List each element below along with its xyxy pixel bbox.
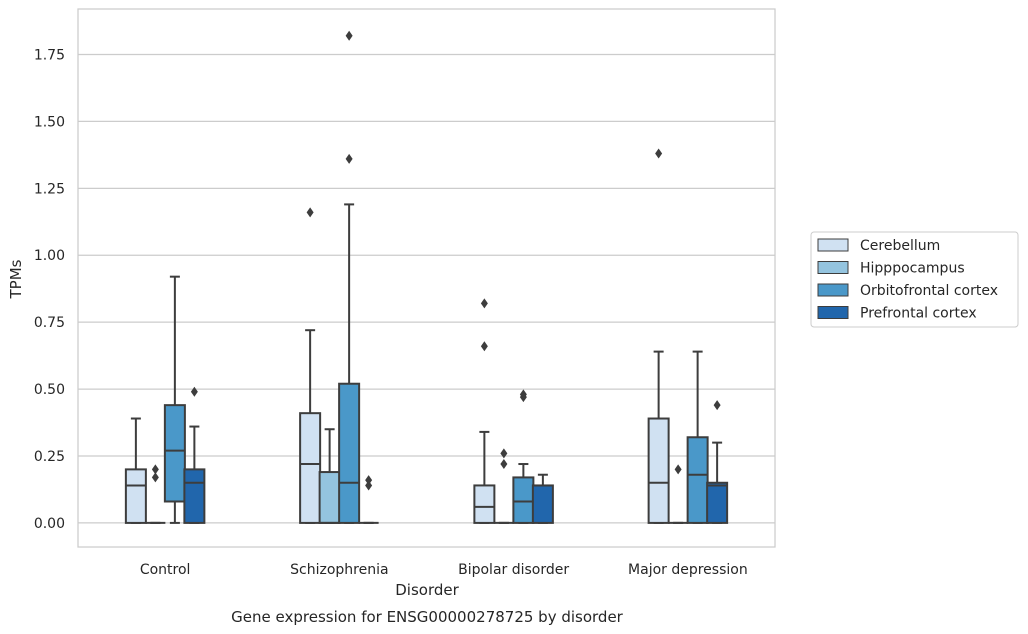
y-axis-title: TPMs (7, 259, 25, 299)
box-bipolar-disorder (531, 473, 554, 524)
series-prefrontal-cortex (183, 386, 729, 524)
legend-swatch (817, 306, 849, 319)
y-tick-label: 1.25 (34, 181, 65, 197)
box-body (318, 471, 341, 524)
y-tick-label: 0.25 (34, 449, 65, 465)
box-body (647, 417, 670, 524)
y-tick-label: 0.75 (34, 315, 65, 331)
box-control (163, 275, 186, 524)
box-body (473, 484, 496, 524)
y-tick-label: 0.50 (34, 382, 65, 398)
x-tick-label: Major depression (628, 562, 748, 578)
box-major-depression (706, 400, 729, 524)
box-body (183, 468, 206, 524)
outlier-point (151, 464, 159, 475)
box-bipolar-disorder (493, 448, 514, 524)
box-schizophrenia (299, 207, 322, 524)
legend-swatch (817, 283, 849, 297)
legend-swatch (817, 238, 849, 252)
y-axis: 0.00 0.25 0.50 0.75 1.00 1.25 1.50 1.75 (34, 48, 65, 532)
box-major-depression (647, 148, 670, 524)
legend-label: Orbitofrontal cortex (860, 283, 998, 299)
box-body (706, 481, 729, 524)
legend-label: Cerebellum (860, 238, 940, 254)
outlier-point (500, 448, 508, 459)
legend: Cerebellum Hipppocampus Orbitofrontal cort… (810, 231, 1019, 328)
outlier-point (480, 298, 488, 309)
outlier-point (151, 472, 159, 483)
outlier-point (365, 475, 373, 486)
box-schizophrenia (358, 475, 379, 524)
box-body (299, 412, 322, 524)
x-axis: Control Schizophrenia Bipolar disorder Majo… (140, 562, 748, 578)
series-orbitofrontal-cortex (163, 30, 709, 524)
box-schizophrenia (338, 30, 361, 524)
outlier-point (345, 30, 353, 41)
box-control (124, 417, 147, 524)
legend-swatch (817, 261, 849, 274)
box-control (145, 464, 166, 524)
outlier-point (674, 464, 682, 475)
outlier-point (306, 207, 314, 218)
box-series (124, 30, 729, 524)
plot-frame (77, 8, 776, 548)
box-body (124, 468, 147, 524)
outlier-point (519, 389, 527, 400)
box-body (163, 404, 186, 503)
outlier-point (713, 400, 721, 411)
legend-label: Prefrontal cortex (860, 306, 977, 322)
y-tick-label: 1.00 (34, 248, 65, 264)
y-tick-label: 1.50 (34, 114, 65, 130)
outlier-point (345, 153, 353, 164)
chart-caption: Gene expression for ENSG00000278725 by d… (231, 608, 624, 626)
outlier-point (480, 341, 488, 352)
box-body (512, 476, 535, 524)
outlier-point (655, 148, 663, 159)
y-tick-label: 0.00 (34, 516, 65, 532)
box-bipolar-disorder (473, 298, 496, 524)
series-hipppocampus (145, 428, 689, 524)
x-tick-label: Bipolar disorder (458, 562, 569, 578)
outlier-point (500, 459, 508, 470)
x-tick-label: Control (140, 562, 191, 578)
outlier-point (190, 386, 198, 397)
x-tick-label: Schizophrenia (290, 562, 388, 578)
x-axis-title: Disorder (395, 581, 459, 599)
box-control (183, 386, 206, 524)
box-major-depression (668, 464, 689, 524)
legend-frame (810, 231, 1019, 328)
box-major-depression (686, 350, 709, 524)
box-schizophrenia (318, 428, 341, 524)
y-tick-label: 1.75 (34, 48, 65, 64)
legend-label: Hipppocampus (860, 261, 965, 277)
outlier-point (365, 480, 373, 491)
box-body (531, 484, 554, 524)
box-body (686, 436, 709, 524)
series-cerebellum (124, 148, 670, 524)
box-body (338, 382, 361, 524)
